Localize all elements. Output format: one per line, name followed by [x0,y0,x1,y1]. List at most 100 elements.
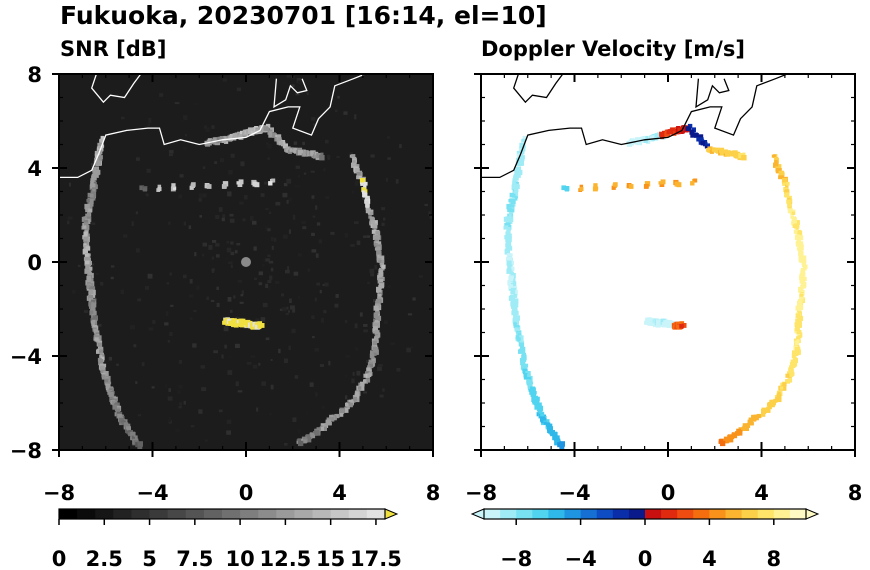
snr-echo-pixel [89,310,94,314]
velocity-echo-pixel [778,175,782,180]
snr-echo-pixel [84,253,89,258]
noise-pixel [151,422,154,427]
velocity-echo-pixel [715,147,720,152]
snr-echo-pixel [100,356,105,361]
noise-pixel [320,318,325,323]
snr-colorbar-segment [240,509,259,519]
noise-pixel [168,388,171,392]
snr-echo-pixel [89,282,94,288]
noise-pixel [162,210,167,215]
snr-echo-pixel [268,132,274,138]
snr-y-ticklabels: 8 4 0 −4 −8 [10,63,42,463]
velocity-echo-pixel [785,379,789,383]
noise-pixel [282,192,288,198]
snr-echo-pixel [238,318,244,324]
snr-echo-pixel [378,283,385,289]
snr-echo-pixel [355,168,360,173]
noise-pixel [267,254,271,257]
velocity-echo-pixel [715,150,720,154]
noise-pixel [147,123,150,126]
snr-echo-pixel [89,278,94,283]
snr-colorbar-segment [113,509,132,519]
snr-colorbar-label: 10 [225,547,254,570]
velocity-echo-pixel [690,132,696,138]
noise-pixel [240,161,245,167]
noise-pixel [246,361,252,365]
noise-pixel [226,419,232,424]
snr-ytick-label: −8 [10,439,42,463]
velocity-echo-pixel [780,175,784,180]
noise-pixel [221,354,224,359]
noise-pixel [328,360,331,366]
velocity-echo-pixel [676,182,682,188]
snr-echo-pixel [375,298,381,304]
snr-colorbar-segment [77,509,96,519]
noise-pixel [214,164,217,169]
noise-pixel [182,146,187,150]
velocity-echo-pixel [756,414,761,419]
snr-echo-pixel [84,260,90,266]
noise-pixel [189,279,193,284]
snr-echo-pixel [137,441,143,447]
velocity-echo-pixel [635,137,640,142]
noise-pixel [295,165,300,169]
velocity-echo-pixel [509,281,513,286]
snr-echo-pixel [94,337,99,342]
snr-colorbar-segment [149,509,169,519]
velocity-echo-pixel [516,337,521,342]
velocity-echo-pixel [548,430,552,434]
velocity-echo-pixel [784,192,790,198]
snr-echo-pixel [302,151,309,157]
snr-echo-pixel [268,181,273,186]
velocity-echo-pixel [660,179,666,185]
snr-echo-pixel [131,436,135,440]
snr-echo-pixel [265,127,269,131]
snr-echo-pixel [370,220,375,225]
noise-pixel [223,326,229,332]
velocity-echo-pixel [530,391,536,397]
noise-pixel [287,266,290,271]
snr-echo-pixel [128,432,132,437]
noise-pixel [189,294,194,298]
noise-pixel [311,117,316,121]
snr-echo-pixel [126,430,130,434]
velocity-echo-pixel [793,229,799,234]
noise-pixel [281,110,285,113]
noise-pixel [188,225,192,230]
noise-pixel [183,400,186,405]
velocity-echo-pixel [519,342,524,347]
velocity-echo-pixel [509,260,514,266]
snr-echo-pixel [257,324,262,329]
snr-panel: SNR [dB] −8 −4 0 4 8 8 4 0 −4 −8 0 2.5 5 7.… [10,37,441,570]
noise-pixel [235,316,240,321]
noise-pixel [262,257,267,263]
snr-echo-pixel [111,400,117,406]
velocity-echo-pixel [594,186,599,190]
noise-pixel [226,430,231,435]
velocity-echo-pixel [687,123,693,129]
noise-pixel [286,178,292,184]
noise-pixel [183,221,186,226]
noise-pixel [363,235,367,238]
snr-echo-pixel [367,373,372,378]
velocity-echo-pixel [741,155,747,161]
doppler-colorbar-segment [773,509,791,519]
snr-echo-pixel [293,150,298,154]
noise-pixel [141,362,145,367]
velocity-echo-pixel [654,133,660,139]
velocity-echo-pixel [797,231,803,236]
velocity-echo-pixel [555,435,560,440]
velocity-echo-pixel [507,257,512,262]
noise-pixel [345,395,348,400]
snr-echo-pixel [92,320,96,324]
noise-pixel [184,134,187,137]
snr-echo-pixel [92,310,97,316]
noise-pixel [244,194,248,200]
velocity-echo-pixel [733,434,738,439]
noise-pixel [180,119,184,122]
noise-pixel [116,363,119,366]
doppler-colorbar-label: 0 [638,547,653,570]
noise-pixel [121,116,125,120]
noise-pixel [202,253,205,257]
noise-pixel [349,151,354,155]
